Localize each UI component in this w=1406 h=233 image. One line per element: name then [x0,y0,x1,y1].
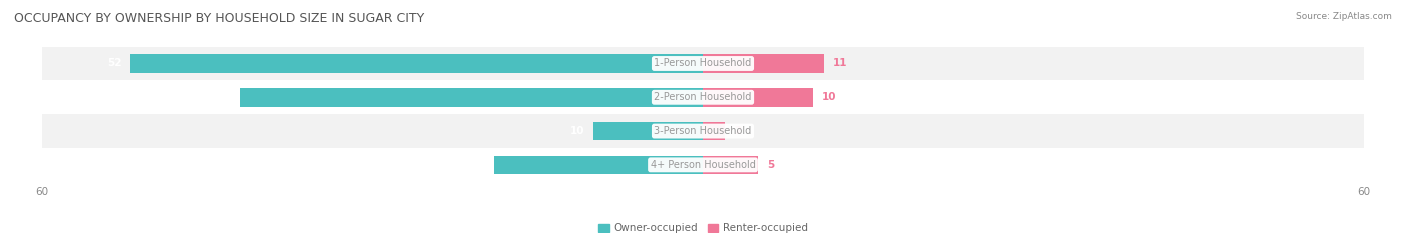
Text: 11: 11 [832,58,848,69]
Text: 4+ Person Household: 4+ Person Household [651,160,755,170]
Text: 10: 10 [823,92,837,102]
Text: OCCUPANCY BY OWNERSHIP BY HOUSEHOLD SIZE IN SUGAR CITY: OCCUPANCY BY OWNERSHIP BY HOUSEHOLD SIZE… [14,12,425,25]
Bar [494,156,703,174]
Bar [703,156,758,174]
Bar [240,88,703,106]
Text: 52: 52 [107,58,121,69]
Bar [593,122,703,140]
Bar [42,80,1364,114]
Text: Source: ZipAtlas.com: Source: ZipAtlas.com [1296,12,1392,21]
Bar [131,54,703,73]
Bar [703,88,813,106]
Text: 1-Person Household: 1-Person Household [654,58,752,69]
Legend: Owner-occupied, Renter-occupied: Owner-occupied, Renter-occupied [595,219,811,233]
Text: 5: 5 [766,160,775,170]
Text: 10: 10 [569,126,583,136]
Text: 2-Person Household: 2-Person Household [654,92,752,102]
Bar [703,122,725,140]
Bar [42,47,1364,80]
Bar [42,148,1364,182]
Text: 42: 42 [217,92,232,102]
Text: 3-Person Household: 3-Person Household [654,126,752,136]
Bar [703,54,824,73]
Text: 2: 2 [734,126,741,136]
Text: 19: 19 [471,160,485,170]
Bar [42,114,1364,148]
